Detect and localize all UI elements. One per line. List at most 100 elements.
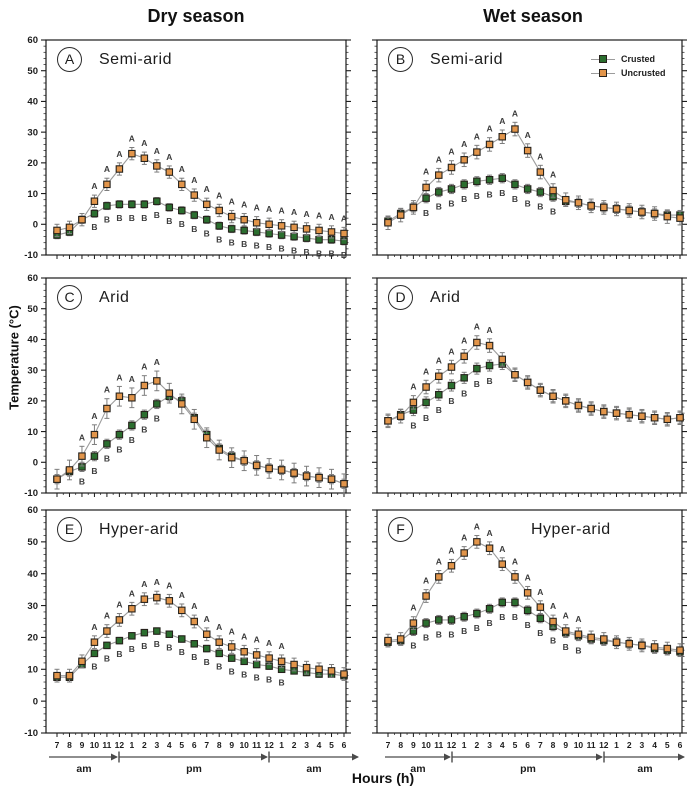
- column-header-wet-season: Wet season: [483, 6, 583, 26]
- svg-text:A: A: [512, 557, 518, 567]
- svg-text:2: 2: [627, 740, 632, 750]
- svg-text:A: A: [191, 175, 197, 185]
- crusted-marker-swatch: [599, 55, 607, 63]
- svg-text:60: 60: [27, 273, 38, 284]
- svg-text:B: B: [474, 379, 480, 389]
- uncrusted-series: [53, 370, 348, 495]
- svg-text:4: 4: [167, 740, 172, 750]
- svg-text:A: A: [154, 146, 160, 156]
- svg-text:50: 50: [27, 304, 38, 315]
- axes: [372, 277, 687, 497]
- svg-text:2: 2: [475, 740, 480, 750]
- svg-text:B: B: [525, 620, 531, 630]
- svg-text:B: B: [116, 649, 122, 659]
- panel-f-wet-hyper-arid-plot: 7 8 9 10 11 12 1 2 3 4 5 6 7 8 9 10 11 12 1 2 3 4 5 6ABABABABAB…: [372, 509, 687, 750]
- panel-e-label: E Hyper-arid: [57, 517, 179, 542]
- panel-d-badge: D: [388, 285, 413, 310]
- uncrusted-series: [384, 335, 684, 429]
- svg-text:A: A: [266, 204, 272, 214]
- significance-letters: A B A B A B A B A B A B A B A B A B A B A B A B A B A B: [410, 521, 581, 655]
- svg-text:B: B: [448, 396, 454, 406]
- legend: Crusted Uncrusted: [591, 52, 666, 80]
- svg-text:A: A: [537, 587, 543, 597]
- svg-text:A: A: [279, 641, 285, 651]
- svg-text:B: B: [141, 424, 147, 434]
- svg-text:7: 7: [204, 740, 209, 750]
- svg-text:B: B: [486, 189, 492, 199]
- svg-text:B: B: [104, 654, 110, 664]
- svg-text:B: B: [499, 612, 505, 622]
- svg-text:9: 9: [411, 740, 416, 750]
- svg-text:B: B: [423, 633, 429, 643]
- svg-text:A: A: [91, 411, 97, 421]
- crusted-series: [384, 173, 684, 227]
- axes: [372, 39, 687, 259]
- svg-text:B: B: [129, 213, 135, 223]
- svg-text:B: B: [116, 213, 122, 223]
- svg-text:B: B: [512, 194, 518, 204]
- svg-text:B: B: [154, 210, 160, 220]
- svg-text:B: B: [550, 206, 556, 216]
- svg-text:B: B: [328, 248, 334, 258]
- svg-text:A: A: [166, 152, 172, 162]
- svg-text:B: B: [79, 477, 85, 487]
- svg-text:A: A: [316, 210, 322, 220]
- panel-f-name: Hyper-arid: [531, 520, 611, 538]
- svg-text:A: A: [448, 147, 454, 157]
- svg-text:B: B: [204, 228, 210, 238]
- svg-text:B: B: [204, 657, 210, 667]
- svg-text:A: A: [91, 181, 97, 191]
- svg-text:A: A: [448, 545, 454, 555]
- panel-f-label: F Hyper-arid: [388, 517, 611, 542]
- svg-text:A: A: [141, 579, 147, 589]
- svg-text:-10: -10: [24, 250, 38, 261]
- svg-text:4: 4: [317, 740, 322, 750]
- svg-text:A: A: [166, 580, 172, 590]
- svg-text:2: 2: [292, 740, 297, 750]
- svg-text:A: A: [486, 325, 492, 335]
- svg-text:A: A: [563, 611, 569, 621]
- svg-text:B: B: [141, 641, 147, 651]
- svg-text:10: 10: [239, 740, 249, 750]
- svg-text:A: A: [550, 170, 556, 180]
- svg-text:50: 50: [27, 537, 38, 548]
- legend-crusted-label: Crusted: [621, 54, 656, 64]
- svg-text:A: A: [216, 190, 222, 200]
- svg-text:B: B: [179, 219, 185, 229]
- svg-text:B: B: [104, 215, 110, 225]
- svg-text:B: B: [229, 666, 235, 676]
- svg-text:A: A: [525, 572, 531, 582]
- svg-text:B: B: [423, 413, 429, 423]
- svg-text:B: B: [436, 202, 442, 212]
- column-header-dry-season: Dry season: [147, 6, 245, 26]
- svg-text:10: 10: [574, 740, 584, 750]
- svg-text:A: A: [116, 372, 122, 382]
- period-label-pm-right: pm: [520, 763, 536, 775]
- svg-text:5: 5: [179, 740, 184, 750]
- svg-text:B: B: [499, 188, 505, 198]
- svg-text:B: B: [179, 647, 185, 657]
- svg-text:B: B: [241, 239, 247, 249]
- panel-d-wet-arid-plot: A B A B A B A B A B A B A B: [372, 277, 687, 497]
- uncrusted-series: [53, 590, 348, 683]
- svg-text:A: A: [474, 521, 480, 531]
- svg-text:12: 12: [115, 740, 125, 750]
- svg-text:A: A: [423, 167, 429, 177]
- period-label-am-left: am: [76, 763, 92, 775]
- svg-text:B: B: [191, 224, 197, 234]
- uncrusted-line-swatch: [591, 69, 615, 77]
- svg-text:10: 10: [90, 740, 100, 750]
- svg-text:B: B: [91, 662, 97, 672]
- svg-text:A: A: [550, 601, 556, 611]
- svg-text:B: B: [461, 388, 467, 398]
- panel-b-badge: B: [388, 47, 413, 72]
- svg-text:B: B: [254, 241, 260, 251]
- svg-text:60: 60: [27, 505, 38, 516]
- svg-text:B: B: [550, 636, 556, 646]
- svg-text:A: A: [141, 362, 147, 372]
- svg-text:A: A: [254, 203, 260, 213]
- svg-text:A: A: [341, 213, 347, 223]
- svg-text:8: 8: [217, 740, 222, 750]
- svg-text:B: B: [266, 242, 272, 252]
